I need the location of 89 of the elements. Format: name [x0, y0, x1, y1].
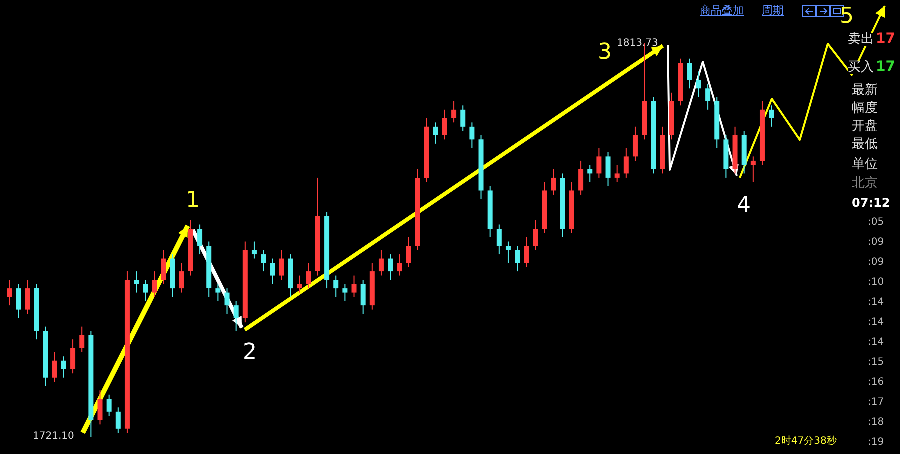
candlestick [25, 280, 30, 315]
text: 幅度 [852, 101, 878, 116]
text: :17 [868, 397, 884, 408]
candlestick [360, 280, 366, 315]
text: 最新 [852, 83, 878, 98]
candlestick [460, 105, 466, 132]
candlestick [70, 339, 76, 374]
candlestick [61, 356, 66, 378]
candlestick [378, 250, 384, 276]
candlestick [496, 224, 502, 256]
text: 最低 [852, 137, 878, 152]
candlestick [143, 280, 148, 302]
text: :05 [868, 217, 884, 228]
candlestick [397, 254, 402, 276]
text: :14 [868, 317, 884, 328]
candlestick [16, 284, 22, 319]
text: :10 [868, 277, 884, 288]
candlestick [442, 109, 448, 140]
candlestick [306, 262, 312, 290]
text: 17 [876, 59, 896, 75]
candlestick [252, 241, 257, 260]
candlestick [234, 300, 239, 332]
candlestick [606, 152, 611, 187]
text: 商品叠加 [700, 4, 744, 17]
text: 单位 [852, 157, 878, 172]
annotation: 1721.10 [33, 431, 74, 442]
candlestick [152, 271, 158, 298]
candlestick [596, 148, 602, 178]
text: 开盘 [852, 119, 878, 134]
text: 周期 [762, 4, 784, 17]
candlestick [334, 275, 339, 298]
candlestick [433, 122, 438, 144]
text: 买入 [848, 60, 874, 75]
candlestick [279, 250, 284, 281]
candlestick [769, 105, 774, 128]
candlestick [80, 326, 85, 353]
candlestick [7, 280, 12, 306]
candlestick [551, 168, 556, 196]
text: :16 [868, 377, 884, 388]
text: :09 [868, 237, 884, 248]
candlestick [452, 100, 457, 124]
candlestick [632, 126, 638, 162]
annotation: 3 [598, 40, 612, 65]
candlestick [179, 262, 184, 294]
text: 17 [876, 31, 896, 47]
candlestick [342, 284, 348, 302]
candlestick [98, 390, 103, 426]
candlestick [270, 258, 276, 285]
candlestick [161, 250, 166, 285]
annotation: 1 [186, 188, 200, 213]
annotation: 1813.73 [617, 38, 658, 49]
candlestick [533, 220, 538, 251]
candlestick [588, 164, 593, 183]
candlestick [614, 164, 620, 183]
text: :14 [868, 297, 884, 308]
text: :18 [868, 417, 884, 428]
candlestick [352, 275, 357, 298]
candlestick [134, 271, 140, 294]
candlestick [506, 241, 511, 264]
candlestick [116, 407, 121, 434]
annotation: 2 [243, 340, 257, 365]
candlestick [297, 275, 302, 294]
candlestick [696, 71, 702, 98]
annotation: 4 [737, 193, 751, 218]
text: :15 [868, 357, 884, 368]
candlestick [388, 254, 394, 281]
candlestick [224, 288, 230, 315]
annotation: 2时47分38秒 [775, 436, 837, 447]
candlestick [624, 148, 629, 178]
text: :19 [868, 437, 884, 448]
text: 07:12 [852, 196, 890, 210]
text: :14 [868, 337, 884, 348]
candlestick [198, 224, 203, 256]
candlestick [470, 122, 475, 149]
text: 卖出 [848, 32, 874, 47]
candlestick [216, 284, 221, 302]
candlestick [706, 84, 711, 110]
candlestick [578, 160, 584, 196]
candlestick [406, 237, 412, 268]
text: 北京 [852, 176, 878, 191]
candlestick [515, 246, 520, 272]
text: :09 [868, 257, 884, 268]
candlestick [750, 156, 756, 183]
candlestick [106, 394, 112, 417]
text: 5 [840, 4, 854, 29]
candlestick [687, 58, 692, 90]
candlestick [261, 250, 266, 272]
candlestick [524, 237, 530, 268]
candlestick [52, 352, 58, 383]
